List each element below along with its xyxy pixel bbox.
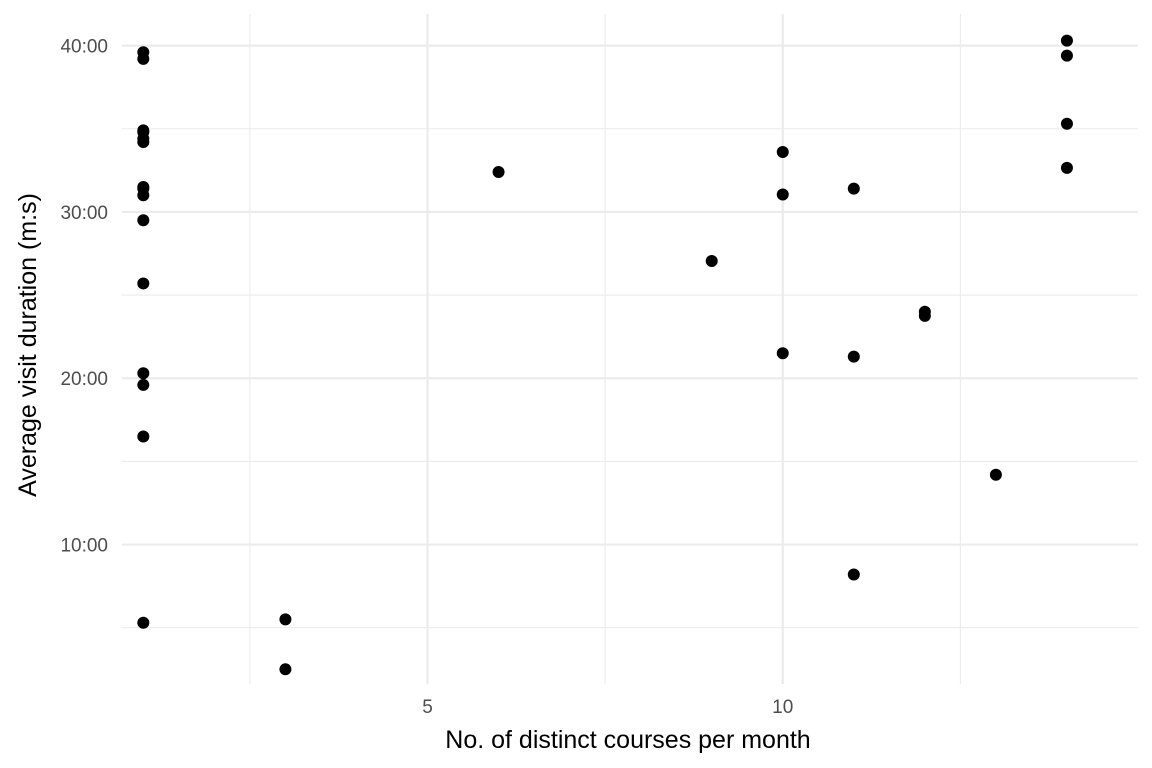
data-point <box>137 136 150 149</box>
data-point <box>137 277 150 290</box>
data-point <box>137 367 150 380</box>
data-point <box>137 616 150 629</box>
data-point <box>776 146 789 159</box>
data-point <box>137 214 150 227</box>
data-point <box>847 350 860 363</box>
data-point <box>847 568 860 581</box>
data-point <box>137 430 150 443</box>
data-point <box>137 189 150 202</box>
data-point <box>137 378 150 391</box>
y-tick-label: 40:00 <box>60 37 108 58</box>
x-tick-label: 10 <box>772 697 793 718</box>
data-point <box>1060 117 1073 130</box>
data-point <box>1060 49 1073 62</box>
data-point <box>776 188 789 201</box>
y-tick-label: 10:00 <box>60 536 108 557</box>
data-point <box>492 166 505 179</box>
data-point <box>989 468 1002 481</box>
data-point <box>279 663 292 676</box>
data-point <box>279 613 292 626</box>
data-point <box>1060 161 1073 174</box>
x-axis-title: No. of distinct courses per month <box>445 726 810 754</box>
y-tick-label: 30:00 <box>60 203 108 224</box>
data-point <box>1060 34 1073 47</box>
y-axis-title: Average visit duration (m:s) <box>14 193 42 497</box>
data-points <box>137 34 1073 676</box>
y-tick-label: 20:00 <box>60 369 108 390</box>
data-point <box>847 182 860 195</box>
data-point <box>705 254 718 267</box>
grid <box>122 14 1138 684</box>
x-tick-label: 5 <box>422 697 433 718</box>
data-point <box>137 52 150 65</box>
data-point <box>918 309 931 322</box>
tick-labels: 5 10 10:00 20:00 30:00 40:00 <box>60 37 793 718</box>
data-point <box>776 347 789 360</box>
